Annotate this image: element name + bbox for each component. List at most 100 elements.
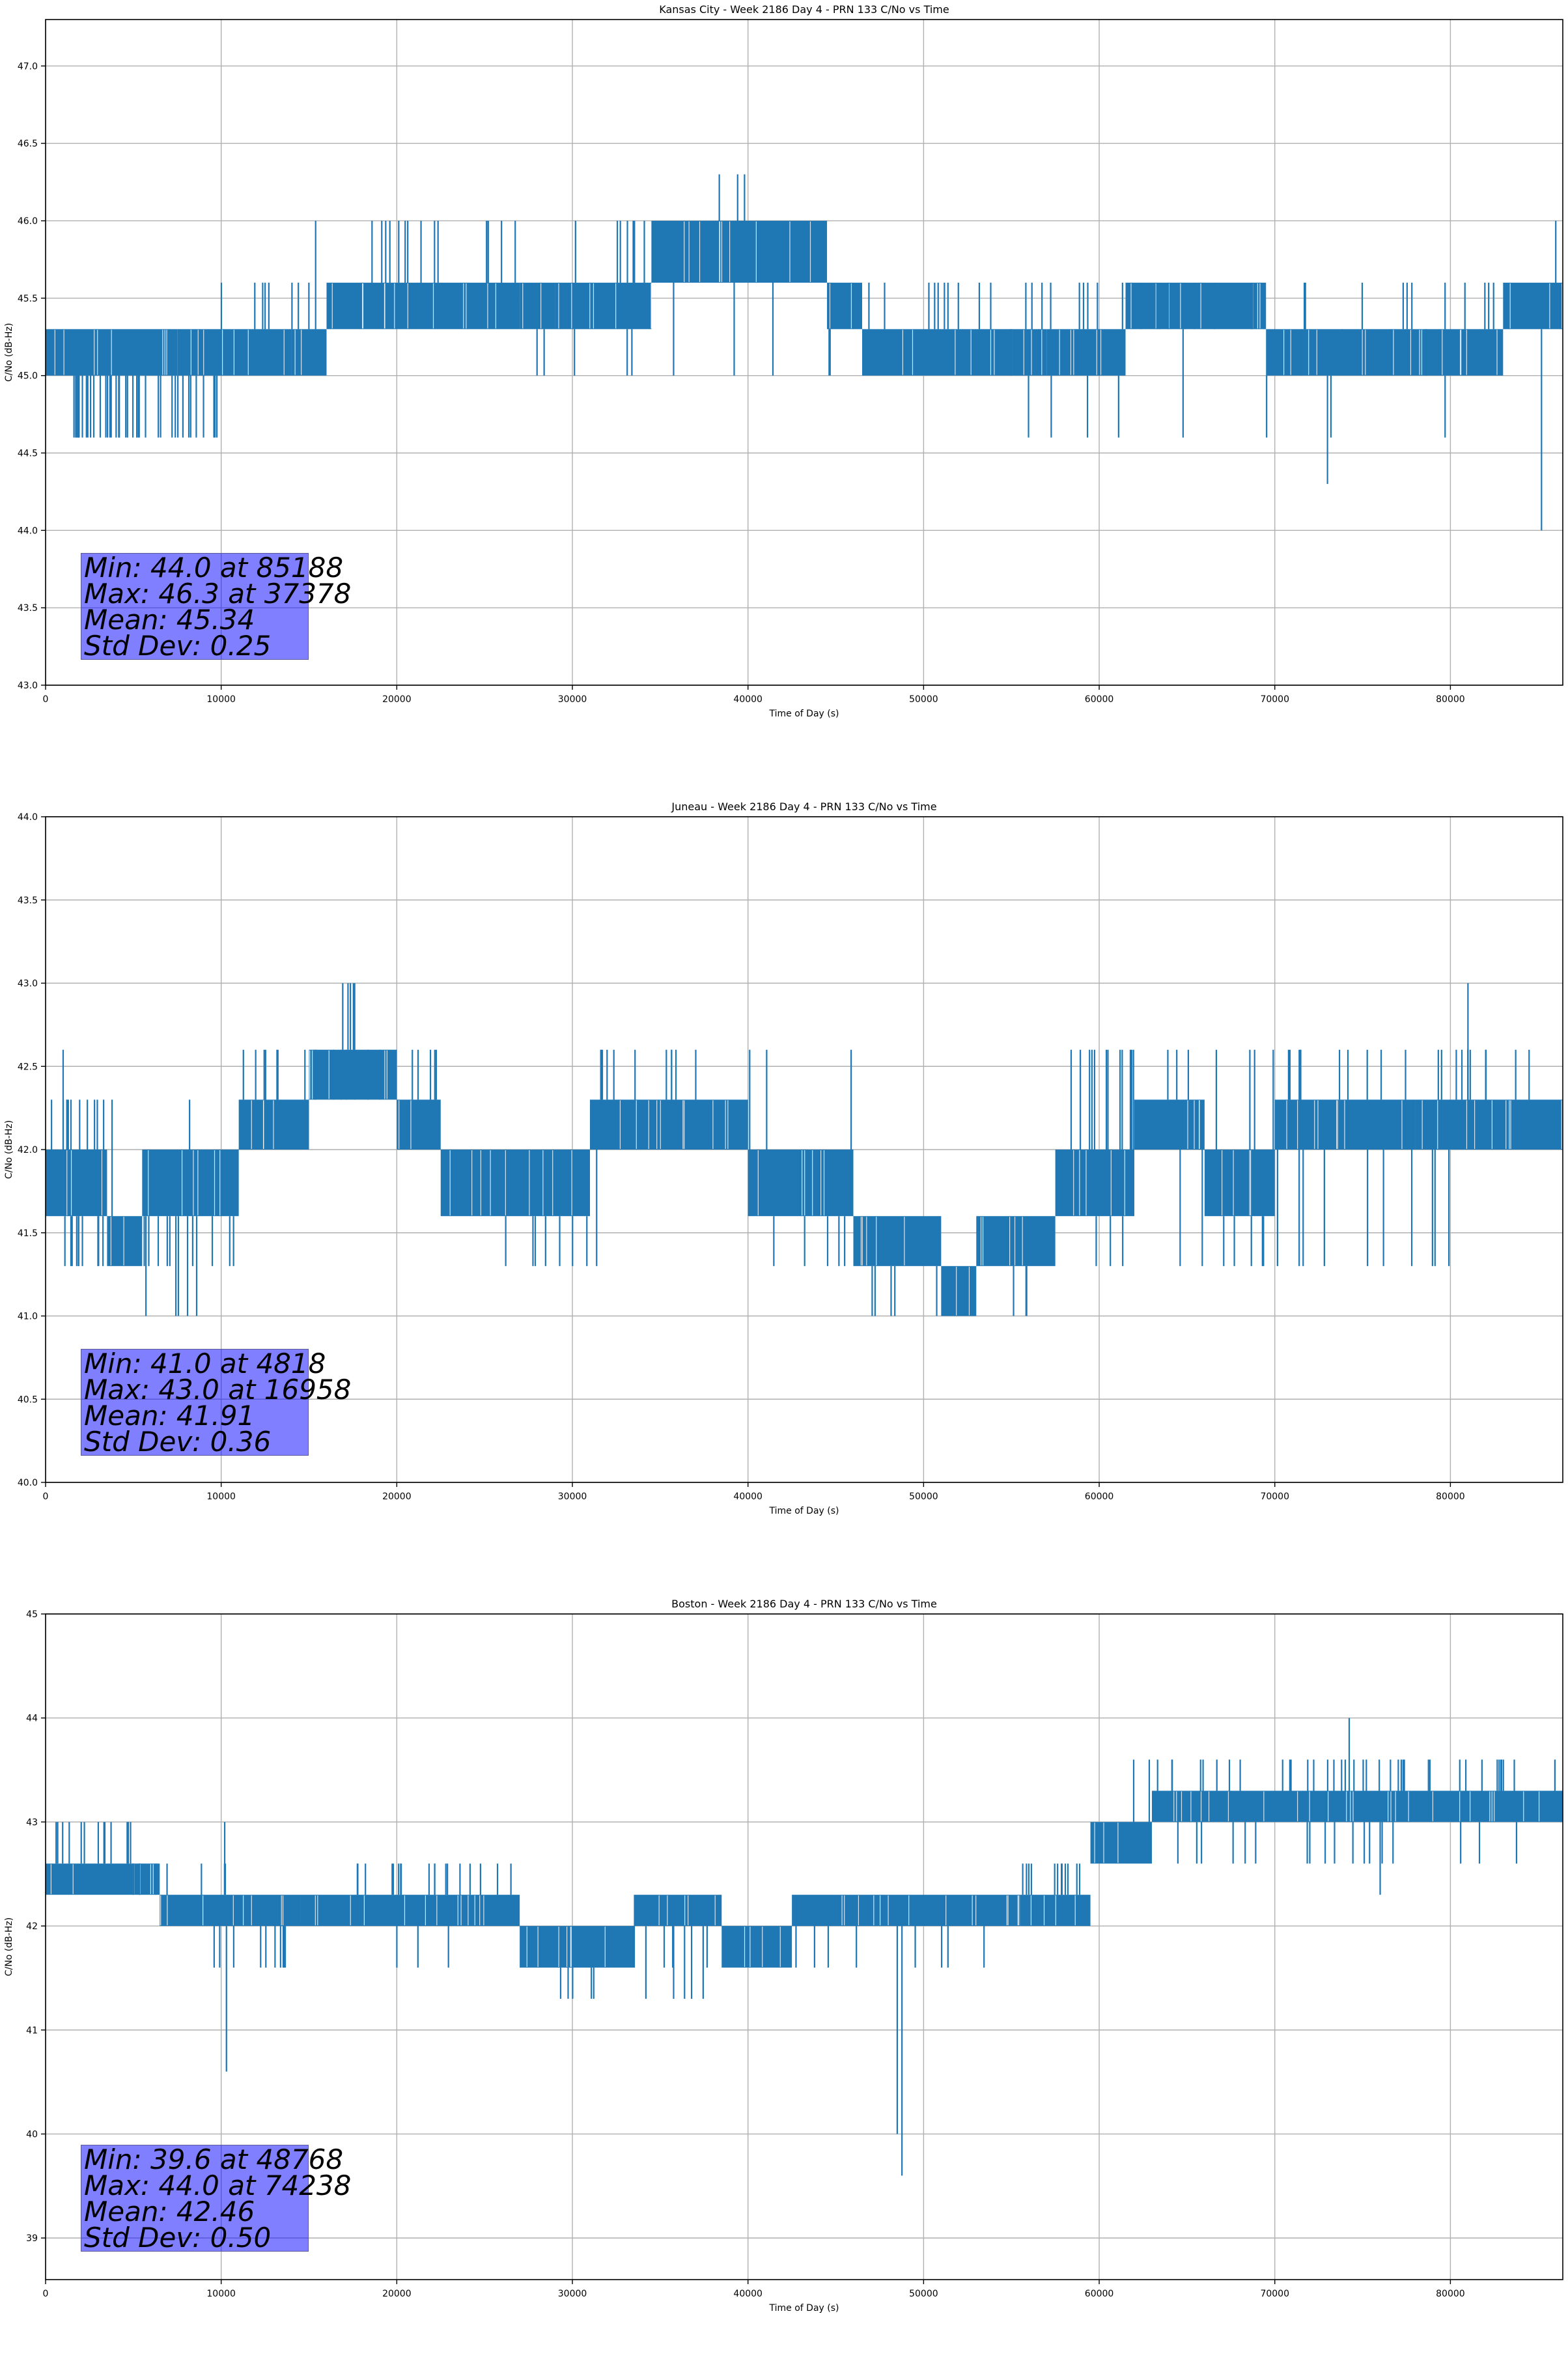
y-tick-label: 46.5 (18, 139, 38, 149)
stats-std-dev: Std Dev: 0.36 (84, 1426, 272, 1458)
y-tick-label: 40.5 (18, 1394, 38, 1405)
x-tick-label: 80000 (1436, 2289, 1465, 2299)
y-tick-label: 41.5 (18, 1228, 38, 1239)
data-band (1274, 1099, 1416, 1150)
data-band (46, 1150, 107, 1217)
chart-title: Juneau - Week 2186 Day 4 - PRN 133 C/No … (671, 800, 936, 813)
chart-juneau: 0 10000 20000 30000 40000 50000 60000 70000 8000… (4, 800, 1563, 1516)
stats-min: Min: 41.0 at 4818 (84, 1348, 326, 1379)
y-tick-label: 41.0 (18, 1312, 38, 1322)
x-tick-label: 0 (43, 694, 49, 705)
y-tick-label: 43 (26, 1817, 38, 1828)
y-tick-label: 42.5 (18, 1062, 38, 1072)
y-tick-label: 44.0 (18, 812, 38, 823)
y-tick-label: 44.0 (18, 526, 38, 536)
data-band (589, 1099, 748, 1150)
x-tick-label: 10000 (206, 2289, 236, 2299)
chart-boston: 0 10000 20000 30000 40000 50000 60000 70000 8000… (4, 1598, 1563, 2313)
data-band (300, 1895, 520, 1927)
data-series (46, 1718, 1563, 2176)
x-tick-label: 30000 (558, 694, 587, 705)
data-band (440, 1150, 590, 1217)
data-band (160, 1895, 301, 1927)
data-band (827, 283, 862, 330)
x-axis-label: Time of Day (s) (769, 2303, 839, 2313)
y-axis-label: C/No (dB-Hz) (4, 323, 14, 382)
x-tick-label: 10000 (206, 1492, 236, 1502)
data-band (1266, 329, 1504, 376)
x-tick-label: 80000 (1436, 1492, 1465, 1502)
y-tick-label: 45 (26, 1609, 38, 1620)
chart-panel-boston: 0 10000 20000 30000 40000 50000 60000 70000 8000… (0, 1594, 1568, 2376)
x-tick-label: 50000 (909, 2289, 938, 2299)
y-tick-label: 43.0 (18, 979, 38, 989)
stats-std-dev: Std Dev: 0.50 (84, 2222, 272, 2254)
data-band (1415, 1099, 1563, 1150)
data-band (634, 1895, 722, 1927)
data-band (651, 220, 828, 283)
x-axis: 0 10000 20000 30000 40000 50000 60000 70000 8000… (43, 685, 1465, 705)
stats-min: Min: 39.6 at 48768 (84, 2143, 344, 2175)
x-tick-label: 40000 (733, 694, 763, 705)
y-tick-label: 45.0 (18, 371, 38, 382)
data-band (1055, 1150, 1134, 1217)
data-band (748, 1150, 854, 1217)
x-tick-label: 0 (43, 1492, 49, 1502)
stats-max: Max: 46.3 at 37378 (84, 578, 352, 610)
plot-frame (45, 1613, 1563, 2280)
data-band (107, 1216, 143, 1266)
data-band (555, 283, 652, 330)
data-band (326, 283, 520, 330)
y-tick-label: 41 (26, 2026, 38, 2036)
data-band (976, 1216, 1056, 1266)
x-axis: 0 10000 20000 30000 40000 50000 60000 70000 8000… (43, 2280, 1465, 2299)
y-tick-label: 40.0 (18, 1478, 38, 1488)
data-band (1204, 1150, 1275, 1217)
data-band (1090, 1822, 1152, 1864)
x-tick-label: 40000 (733, 2289, 763, 2299)
plot-frame (45, 19, 1563, 686)
y-axis-label: C/No (dB-Hz) (4, 1120, 14, 1179)
x-tick-label: 70000 (1260, 2289, 1289, 2299)
x-tick-label: 40000 (733, 1492, 763, 1502)
data-band (46, 1863, 160, 1895)
data-band (520, 283, 555, 330)
data-band (1020, 1895, 1091, 1927)
chart-panel-kansas-city: 0 10000 20000 30000 40000 50000 60000 70000 8000… (0, 0, 1568, 782)
chart-title: Kansas City - Week 2186 Day 4 - PRN 133 … (659, 3, 949, 16)
data-band (291, 329, 327, 376)
y-tick-label: 47.0 (18, 61, 38, 72)
y-tick-label: 44 (26, 1714, 38, 1724)
y-tick-label: 42.0 (18, 1145, 38, 1155)
x-tick-label: 70000 (1260, 694, 1289, 705)
y-tick-label: 43.0 (18, 681, 38, 691)
y-axis: 43.0 43.5 44.0 44.5 45.0 45.5 46.0 46.5 47.0 (18, 61, 46, 691)
y-tick-label: 44.5 (18, 448, 38, 459)
data-band (941, 1266, 977, 1316)
y-axis: 39 40 41 42 43 44 45 (26, 1609, 46, 2244)
y-tick-label: 45.5 (18, 294, 38, 304)
y-axis: 40.0 40.5 41.0 41.5 42.0 42.5 43.0 43.5 44.0 (18, 812, 46, 1488)
stats-max: Max: 43.0 at 16958 (84, 1374, 352, 1406)
stats-box: Min: 41.0 at 4818 Max: 43.0 at 16958 Mea… (81, 1348, 352, 1458)
x-tick-label: 30000 (558, 1492, 587, 1502)
data-band (861, 329, 1047, 376)
data-band (397, 1099, 441, 1150)
data-series (46, 174, 1563, 531)
y-tick-label: 39 (26, 2233, 38, 2244)
x-tick-label: 50000 (909, 1492, 938, 1502)
data-band (309, 1049, 397, 1100)
stats-std-dev: Std Dev: 0.25 (84, 630, 272, 662)
y-tick-label: 43.5 (18, 896, 38, 906)
x-tick-label: 20000 (382, 694, 412, 705)
x-tick-label: 20000 (382, 2289, 412, 2299)
data-band (721, 1926, 792, 1968)
x-tick-label: 0 (43, 2289, 49, 2299)
data-band (853, 1216, 942, 1266)
stats-box: Min: 39.6 at 48768 Max: 44.0 at 74238 Me… (81, 2143, 351, 2254)
chart-title: Boston - Week 2186 Day 4 - PRN 133 C/No … (671, 1598, 937, 1610)
x-tick-label: 80000 (1436, 694, 1465, 705)
y-tick-label: 40 (26, 2129, 38, 2140)
data-band (1125, 283, 1267, 330)
x-axis: 0 10000 20000 30000 40000 50000 60000 70000 8000… (43, 1482, 1465, 1502)
